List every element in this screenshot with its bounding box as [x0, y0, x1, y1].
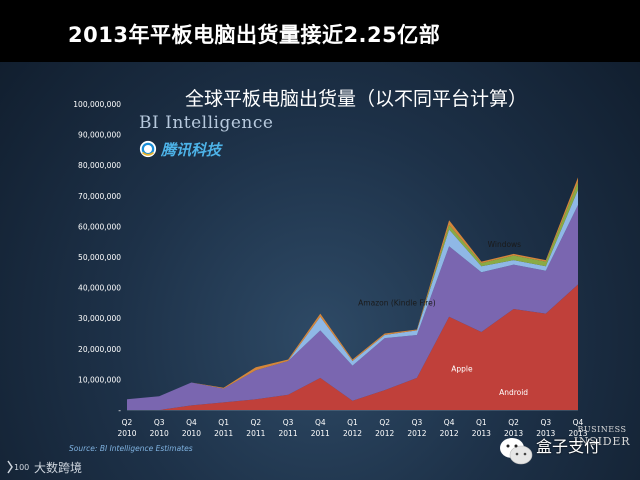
x-tick-label: 2011 [246, 429, 265, 438]
y-tick-label: 70,000,000 [78, 192, 121, 201]
series-label: Windows [488, 240, 522, 249]
y-tick-label: 100,000,000 [73, 100, 121, 109]
y-tick-label: 10,000,000 [78, 375, 121, 384]
slide-title: 2013年平板电脑出货量接近2.25亿部 [68, 23, 441, 47]
x-tick-label: 2012 [343, 429, 362, 438]
x-tick-label: Q2 [122, 418, 133, 427]
tencent-tech-label: 腾讯科技 [161, 140, 222, 159]
wechat-icon [500, 438, 533, 465]
dashuju-logo: 100 大数跨境 [6, 458, 82, 476]
x-tick-label: Q2 [379, 418, 390, 427]
x-tick-label: 2011 [311, 429, 330, 438]
business-insider-logo: BUSINESS INSIDER [570, 424, 634, 448]
x-tick-label: Q4 [573, 418, 584, 427]
svg-text:100: 100 [14, 463, 29, 472]
x-tick-label: 2010 [182, 429, 201, 438]
x-tick-label: Q4 [186, 418, 197, 427]
business-insider-line2: INSIDER [573, 435, 631, 448]
title-bar [0, 0, 640, 62]
y-tick-label: 50,000,000 [78, 253, 121, 262]
x-tick-label: Q3 [412, 418, 423, 427]
x-tick-label: 2012 [440, 429, 459, 438]
series-label: Android [499, 388, 528, 397]
x-tick-label: Q3 [540, 418, 551, 427]
x-tick-label: Q1 [347, 418, 358, 427]
x-tick-label: Q1 [218, 418, 229, 427]
tencent-tech-logo: 腾讯科技 [139, 139, 221, 159]
area-series-android [127, 284, 578, 410]
series-label: Amazon (Kindle Fire) [358, 298, 436, 307]
area-series-apple [127, 205, 578, 410]
x-tick-label: 2011 [279, 429, 298, 438]
x-tick-label: 2012 [407, 429, 426, 438]
watermark-text: 盒子支付 [536, 437, 601, 456]
y-tick-label: 90,000,000 [78, 131, 121, 140]
x-tick-label: Q3 [154, 418, 165, 427]
x-tick-label: Q2 [508, 418, 519, 427]
x-tick-label: 2013 [504, 429, 523, 438]
y-tick-label: - [118, 406, 121, 415]
series-label: Apple [451, 364, 473, 373]
y-tick-label: 20,000,000 [78, 345, 121, 354]
dashuju-label: 大数跨境 [34, 460, 83, 475]
dashuju-mark-icon: 100 [7, 460, 29, 474]
y-tick-label: 40,000,000 [78, 284, 121, 293]
chart-title: 全球平板电脑出货量（以不同平台计算） [185, 88, 528, 110]
y-tick-label: 80,000,000 [78, 161, 121, 170]
y-tick-label: 30,000,000 [78, 314, 121, 323]
chart-source: Source: BI Intelligence Estimates [69, 444, 193, 453]
x-tick-label: 2013 [536, 429, 555, 438]
x-tick-label: Q3 [283, 418, 294, 427]
x-tick-label: Q4 [444, 418, 455, 427]
x-tick-label: Q2 [251, 418, 262, 427]
x-tick-label: 2013 [568, 429, 587, 438]
x-tick-label: 2012 [375, 429, 394, 438]
y-tick-label: 60,000,000 [78, 222, 121, 231]
x-tick-label: 2011 [214, 429, 233, 438]
x-tick-label: 2013 [472, 429, 491, 438]
x-tick-label: 2010 [117, 429, 136, 438]
x-tick-label: 2010 [150, 429, 169, 438]
tencent-penguin-icon [139, 140, 157, 158]
business-insider-line1: BUSINESS [577, 425, 627, 434]
bi-intelligence-logo: BI Intelligence [139, 113, 274, 133]
x-tick-label: Q4 [315, 418, 326, 427]
x-tick-label: Q1 [476, 418, 487, 427]
